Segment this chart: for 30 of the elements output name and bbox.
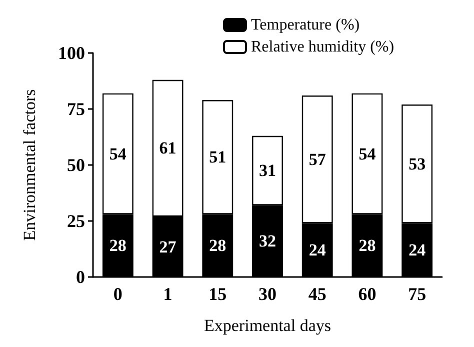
y-axis-title: Environmental factors <box>20 89 39 241</box>
data-label: 61 <box>159 138 176 158</box>
y-tick-label: 50 <box>67 155 85 175</box>
data-label: 24 <box>408 240 426 260</box>
data-label: 53 <box>408 154 426 174</box>
x-tick-label: 1 <box>163 284 172 304</box>
data-label: 32 <box>259 232 276 251</box>
x-axis-title: Experimental days <box>204 316 331 335</box>
data-label: 28 <box>358 236 376 256</box>
data-label: 28 <box>109 236 126 256</box>
data-label: 31 <box>259 161 276 180</box>
data-label: 51 <box>209 148 226 167</box>
y-tick-label: 75 <box>67 99 85 119</box>
data-label: 24 <box>308 240 326 260</box>
x-tick-label: 60 <box>358 284 376 304</box>
x-tick-label: 45 <box>308 284 326 304</box>
y-tick-label: 0 <box>76 267 85 287</box>
data-label: 57 <box>308 150 326 169</box>
y-tick-label: 25 <box>67 211 85 231</box>
x-tick-label: 30 <box>258 284 276 304</box>
x-tick-label: 15 <box>208 284 227 304</box>
data-label: 54 <box>358 144 376 164</box>
y-tick-label: 100 <box>58 43 85 63</box>
data-label: 27 <box>159 237 177 256</box>
data-label: 54 <box>109 144 127 164</box>
data-label: 28 <box>209 236 226 256</box>
x-tick-label: 0 <box>113 284 122 304</box>
legend-label: Temperature (%) <box>251 16 360 34</box>
x-tick-label: 75 <box>408 284 426 304</box>
legend-label: Relative humidity (%) <box>251 38 394 56</box>
